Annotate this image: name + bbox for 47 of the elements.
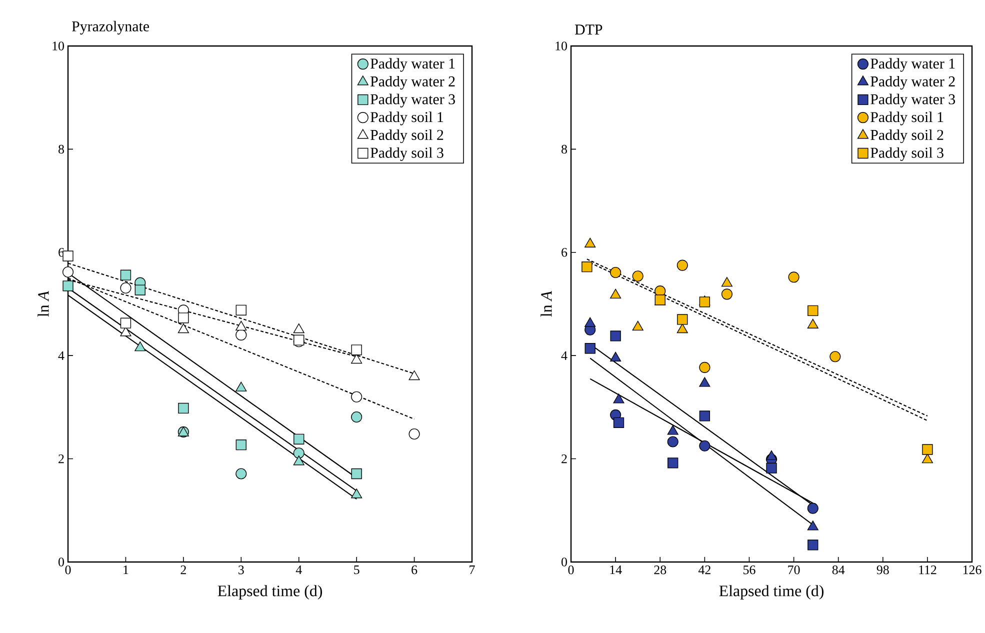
y-tick-label: 0 — [58, 558, 64, 566]
legend-label: Paddy water 2 — [870, 76, 955, 90]
y-tick-label: 4 — [561, 351, 568, 360]
y-tick-label: 10 — [52, 42, 64, 50]
y-tick-label: 4 — [58, 351, 64, 360]
x-axis-title: Elapsed time (d) — [218, 585, 322, 600]
y-tick-label: 2 — [58, 454, 64, 464]
legend-label: Paddy water 1 — [870, 58, 955, 72]
chart-title: Pyrazolynate — [72, 20, 150, 34]
legend-label: Paddy soil 3 — [370, 147, 444, 161]
y-axis-title: ln A — [38, 290, 49, 317]
x-tick-label: 28 — [654, 566, 666, 574]
x-tick-label: 84 — [832, 566, 845, 574]
legend-label: Paddy soil 2 — [870, 129, 944, 144]
legend-label: Paddy water 2 — [370, 76, 455, 90]
x-tick-label: 3 — [238, 566, 244, 574]
x-tick-label: 56 — [744, 566, 756, 574]
x-tick-label: 0 — [568, 566, 574, 574]
legend-label: Paddy water 1 — [370, 58, 455, 72]
y-tick-label: 6 — [562, 248, 568, 257]
legend-label: Paddy soil 2 — [370, 129, 444, 144]
y-tick-label: 2 — [562, 454, 567, 464]
y-tick-label: 10 — [556, 42, 567, 50]
legend-label: Paddy soil 3 — [870, 147, 944, 161]
y-axis-title: ln A — [540, 290, 552, 317]
chart-title: DTP — [574, 24, 602, 34]
x-tick-label: 7 — [470, 566, 475, 574]
x-tick-label: 5 — [354, 566, 360, 574]
x-tick-label: 6 — [412, 566, 418, 574]
legend-label: Paddy water 3 — [870, 94, 956, 108]
legend-label: Paddy soil 1 — [870, 112, 944, 126]
x-tick-label: 70 — [788, 566, 800, 574]
y-tick-label: 0 — [562, 558, 567, 566]
legend-label: Paddy water 3 — [370, 94, 455, 108]
x-tick-label: 126 — [963, 566, 982, 574]
legend-label: Paddy soil 1 — [370, 112, 444, 126]
x-tick-label: 1 — [124, 566, 128, 574]
y-tick-label: 8 — [562, 144, 567, 154]
x-tick-label: 2 — [180, 566, 186, 574]
x-tick-label: 42 — [698, 566, 710, 574]
y-tick-label: 8 — [58, 144, 64, 154]
x-axis-title: Elapsed time (d) — [719, 585, 824, 600]
x-tick-label: 0 — [65, 566, 71, 574]
x-tick-label: 14 — [610, 566, 622, 574]
x-tick-label: 4 — [296, 566, 302, 574]
x-tick-label: 112 — [919, 566, 936, 574]
x-tick-label: 98 — [876, 566, 889, 574]
